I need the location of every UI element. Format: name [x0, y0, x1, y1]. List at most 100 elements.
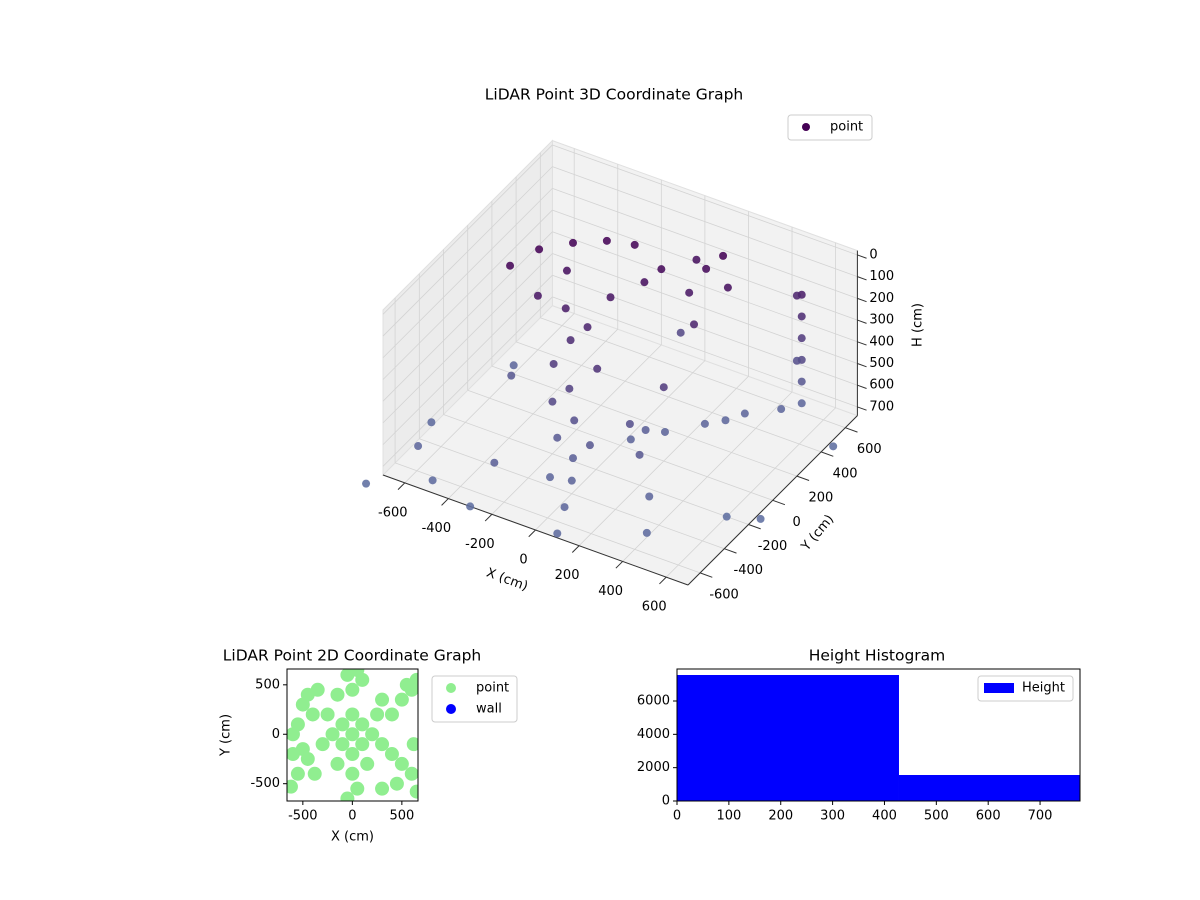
- point: [399, 677, 414, 692]
- point: [565, 384, 574, 393]
- y-tick-label: -600: [709, 587, 739, 602]
- point: [355, 672, 370, 687]
- point: [797, 312, 806, 321]
- chart-title: LiDAR Point 3D Coordinate Graph: [485, 86, 743, 104]
- point: [561, 304, 570, 313]
- point: [287, 727, 300, 742]
- x-tick-label: 0: [673, 809, 681, 824]
- grid-line: [552, 253, 858, 364]
- tick-mark: [724, 548, 737, 554]
- point: [394, 756, 409, 771]
- x-tick-label: -600: [378, 505, 408, 520]
- x-tick-label: 0: [348, 809, 356, 824]
- grid-line: [467, 389, 773, 501]
- point: [305, 707, 320, 722]
- point: [566, 336, 575, 345]
- point: [362, 479, 371, 488]
- point: [355, 717, 370, 732]
- grid-line: [382, 231, 553, 402]
- point: [509, 361, 518, 370]
- point: [546, 473, 555, 482]
- point: [792, 356, 801, 365]
- grid-line: [419, 438, 725, 550]
- legend-marker: [446, 704, 456, 714]
- y-tick-label: 0: [662, 794, 670, 809]
- point: [287, 747, 300, 762]
- grid-line: [515, 341, 822, 453]
- point: [645, 492, 654, 501]
- tick-mark: [484, 513, 493, 522]
- bar: [677, 675, 899, 801]
- grid-line: [382, 144, 553, 315]
- point: [427, 418, 436, 427]
- point: [325, 727, 340, 742]
- z-tick-label: 700: [869, 399, 894, 414]
- point: [723, 283, 732, 292]
- tick-mark: [615, 561, 623, 569]
- point: [740, 409, 749, 418]
- point: [660, 427, 669, 436]
- legend-label: wall: [476, 702, 502, 717]
- tick-mark: [820, 451, 834, 457]
- y-tick-label: 0: [793, 515, 801, 530]
- point: [569, 454, 578, 463]
- tick-mark: [857, 276, 867, 281]
- point: [375, 692, 390, 707]
- point: [345, 727, 360, 742]
- point: [690, 320, 699, 329]
- x-tick-label: 600: [642, 600, 667, 615]
- tick-mark: [857, 319, 867, 324]
- legend-frame: [977, 675, 1074, 702]
- point: [320, 707, 335, 722]
- point: [641, 425, 650, 434]
- point: [549, 359, 558, 368]
- y-tick-label: 2000: [637, 760, 670, 775]
- point: [507, 371, 516, 380]
- point: [722, 512, 731, 521]
- point: [370, 707, 385, 722]
- point: [404, 766, 418, 781]
- point: [700, 419, 709, 428]
- point: [635, 450, 644, 459]
- point: [797, 399, 806, 408]
- point: [535, 245, 544, 254]
- x-axis-line: [382, 474, 689, 586]
- chart-title: LiDAR Point 2D Coordinate Graph: [223, 647, 481, 665]
- point: [345, 707, 360, 722]
- point: [490, 458, 499, 467]
- point: [506, 261, 515, 270]
- tick-mark: [397, 482, 406, 490]
- point: [330, 687, 345, 702]
- point: [756, 514, 765, 523]
- point: [315, 737, 330, 752]
- chart-title: Height Histogram: [809, 647, 946, 665]
- point: [307, 766, 322, 781]
- point: [345, 747, 360, 762]
- y-tick-label: -200: [758, 539, 788, 554]
- point: [287, 779, 298, 794]
- point: [640, 278, 649, 287]
- y-axis-line: [687, 415, 858, 586]
- grid-line: [382, 166, 553, 337]
- y-axis-label: Y (cm): [219, 714, 234, 757]
- grid-line: [491, 365, 798, 477]
- grid-line: [382, 188, 553, 359]
- point: [797, 334, 806, 343]
- point: [562, 266, 571, 275]
- point: [350, 781, 365, 796]
- point: [568, 238, 577, 247]
- grid-line: [552, 166, 858, 278]
- grid-line: [382, 274, 553, 445]
- grid-line: [382, 253, 553, 424]
- grid-line: [394, 462, 701, 574]
- legend-label: Height: [1022, 681, 1065, 696]
- x-tick-label: 100: [716, 809, 741, 824]
- point: [719, 251, 728, 260]
- x-tick-label: 300: [820, 809, 845, 824]
- x-tick-label: 200: [555, 568, 580, 583]
- x-tick-label: 200: [768, 809, 793, 824]
- y-tick-label: -500: [250, 776, 280, 791]
- y-tick-label: 6000: [637, 694, 670, 709]
- legend-label: point: [830, 120, 863, 135]
- point: [659, 383, 668, 392]
